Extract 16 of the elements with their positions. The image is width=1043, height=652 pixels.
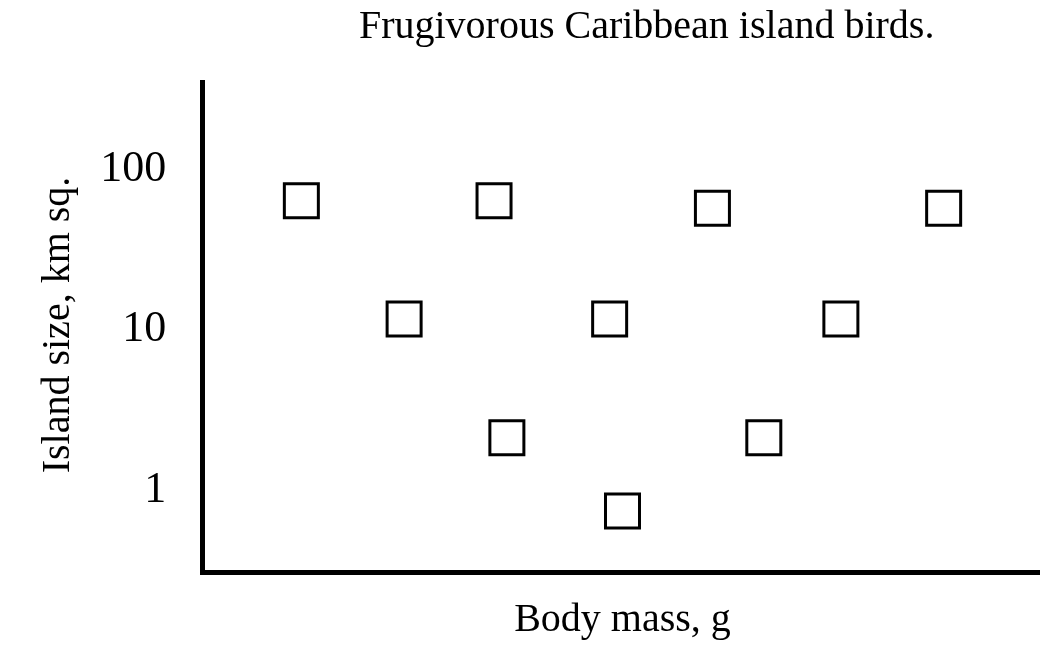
y-tick-label: 10 bbox=[122, 302, 167, 352]
point bbox=[282, 182, 320, 220]
point bbox=[693, 189, 731, 227]
y-axis-title: Island size, km sq. bbox=[32, 176, 78, 474]
point bbox=[604, 492, 641, 530]
chart-title: Frugivorous Caribbean island birds. bbox=[358, 1, 935, 47]
y-tick-label: 100 bbox=[100, 141, 167, 191]
point bbox=[745, 419, 783, 457]
point bbox=[822, 300, 860, 338]
point bbox=[488, 419, 526, 457]
point bbox=[591, 300, 629, 338]
x-axis-title: Body mass, g bbox=[514, 594, 731, 640]
y-tick-label: 1 bbox=[144, 462, 167, 512]
point bbox=[385, 300, 423, 338]
point bbox=[925, 189, 963, 227]
point bbox=[475, 182, 513, 220]
